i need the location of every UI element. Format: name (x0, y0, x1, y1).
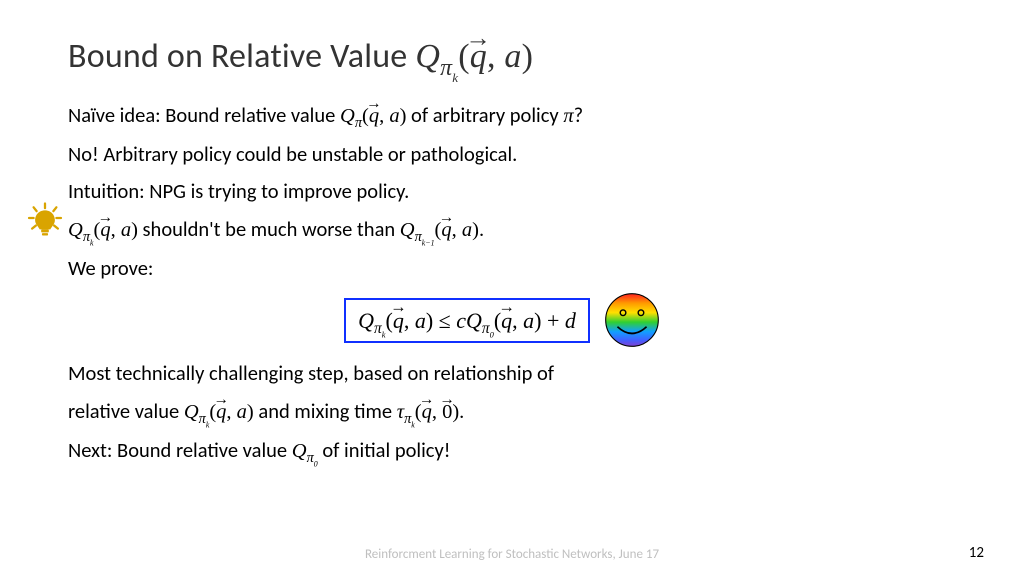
smiley-icon (604, 292, 660, 348)
m: Qπk (68, 219, 94, 241)
m: (q, 0). (415, 401, 465, 423)
footer-text: Reinforcment Learning for Stochastic Net… (0, 547, 1024, 562)
m: Qπ (340, 105, 362, 127)
m: (q, a) (362, 105, 406, 127)
t: Next: Bound relative value (68, 437, 292, 463)
m: τπk (397, 401, 415, 423)
title-text: Bound on Relative Value (68, 36, 415, 77)
boxed-equation: Qπk(q, a) ≤ cQπ0(q, a) + d (344, 298, 590, 344)
t: ? (574, 102, 584, 128)
t: of arbitrary policy (406, 102, 563, 128)
m: Qπk−1 (400, 219, 435, 241)
page-number: 12 (969, 544, 984, 562)
m: Qπ0 (292, 440, 318, 462)
slide-title: Bound on Relative Value Qπk(q, a) (68, 36, 956, 78)
m: (q, a). (435, 219, 485, 241)
lightbulb-icon (26, 202, 64, 240)
t: of initial policy! (318, 437, 451, 463)
m: (q, a) (94, 219, 138, 241)
line-shouldnt: Qπk(q, a) shouldn't be much worse than Q… (68, 216, 956, 245)
slide-body: Naïve idea: Bound relative value Qπ(q, a… (68, 102, 956, 465)
m: Qπk (184, 401, 210, 423)
line-no: No! Arbitrary policy could be unstable o… (68, 141, 956, 169)
line-most: Most technically challenging step, based… (68, 360, 956, 388)
t: shouldn't be much worse than (138, 216, 400, 242)
t: relative value (68, 398, 184, 424)
line-intuition: Intuition: NPG is trying to improve poli… (68, 178, 956, 206)
slide: Bound on Relative Value Qπk(q, a) Naïve … (0, 0, 1024, 576)
t: Naïve idea: Bound relative value (68, 102, 340, 128)
line-next: Next: Bound relative value Qπ0 of initia… (68, 437, 956, 466)
line-naive: Naïve idea: Bound relative value Qπ(q, a… (68, 102, 956, 131)
m: π (563, 105, 573, 127)
t: and mixing time (254, 398, 397, 424)
title-math: Qπk (415, 38, 458, 75)
boxed-equation-row: Qπk(q, a) ≤ cQπ0(q, a) + d (58, 292, 946, 348)
line-relative: relative value Qπk(q, a) and mixing time… (68, 398, 956, 427)
title-math-args: (q, a) (458, 38, 533, 75)
m: (q, a) (209, 401, 253, 423)
line-weprove: We prove: (68, 255, 956, 283)
